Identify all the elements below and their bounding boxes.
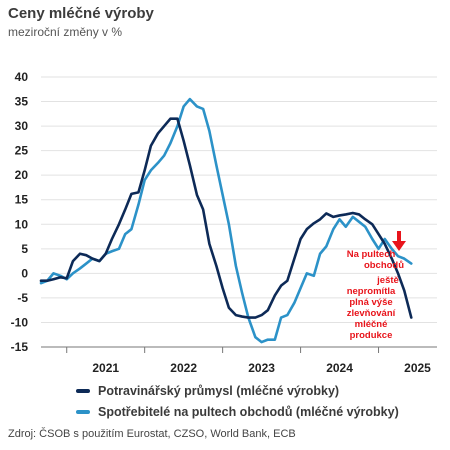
- annotation-line: obchodů: [364, 260, 404, 271]
- x-tick-label: 2025: [404, 361, 431, 375]
- y-tick-label: 30: [15, 119, 29, 133]
- y-tick-label: -15: [11, 340, 29, 354]
- series-line-1: [39, 117, 413, 319]
- gridlines: [41, 76, 437, 348]
- x-tick-label: 2023: [248, 361, 275, 375]
- legend-item-series2: Spotřebitelé na pultech obchodů (mléčné …: [76, 401, 399, 422]
- y-tick-label: 20: [15, 168, 29, 182]
- y-tick-label: 15: [15, 193, 29, 207]
- y-tick-label: 25: [15, 144, 29, 158]
- annotation-line: nepromítla: [347, 286, 396, 297]
- y-tick-label: -5: [17, 291, 28, 305]
- annotation-line: zlevňování: [347, 308, 396, 319]
- annotation-line: plná výše: [349, 297, 392, 308]
- chart-title: Ceny mléčné výroby: [8, 5, 154, 22]
- annotation-line: produkce: [350, 330, 393, 341]
- y-axis-ticks: -15 -10 -5 0 5 10 15 20 25 30 35 40: [11, 70, 29, 354]
- annotation-line: mléčné: [355, 319, 388, 330]
- annotation-line: ještě: [376, 275, 399, 286]
- source-note: Zdroj: ČSOB s použitím Eurostat, CZSO, W…: [8, 428, 296, 440]
- legend-swatch-series1: [76, 388, 90, 393]
- annotation-line: Na pultech: [347, 249, 396, 260]
- legend-label-series1: Potravinářský průmysl (mléčné výrobky): [98, 383, 340, 398]
- chart-subtitle: meziroční změny v %: [8, 25, 123, 39]
- x-tick-label: 2024: [326, 361, 353, 375]
- x-tick-label: 2021: [92, 361, 119, 375]
- legend: Potravinářský průmysl (mléčné výrobky) S…: [76, 380, 399, 422]
- y-tick-label: 35: [15, 95, 29, 109]
- x-axis-ticks: 2021 2022 2023 2024 2025: [66, 347, 431, 375]
- y-tick-label: 40: [15, 70, 29, 84]
- legend-label-series2: Spotřebitelé na pultech obchodů (mléčné …: [98, 404, 399, 419]
- series-lines: [39, 97, 413, 344]
- annotation-arrow-head: [392, 241, 406, 251]
- legend-item-series1: Potravinářský průmysl (mléčné výrobky): [76, 380, 399, 401]
- y-tick-label: -10: [11, 315, 29, 329]
- x-tick-label: 2022: [170, 361, 197, 375]
- y-tick-label: 10: [15, 217, 29, 231]
- legend-swatch-series2: [76, 409, 90, 414]
- y-tick-label: 5: [21, 242, 28, 256]
- y-tick-label: 0: [21, 266, 28, 280]
